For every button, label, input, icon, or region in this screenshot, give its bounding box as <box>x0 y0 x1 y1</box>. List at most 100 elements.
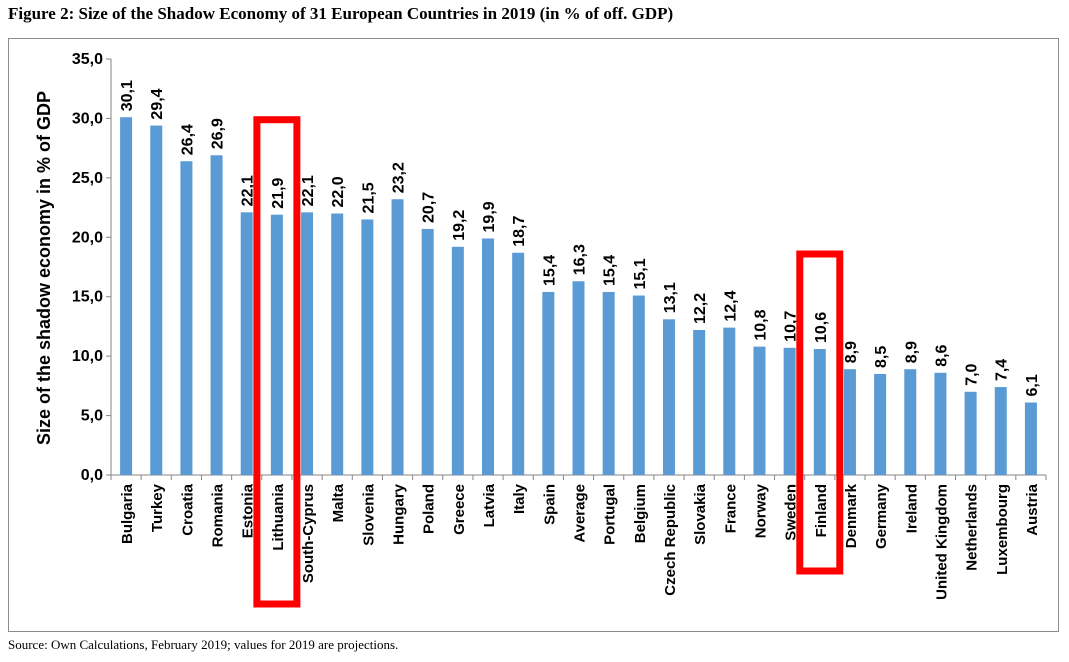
category-label: United Kingdom <box>933 484 950 600</box>
category-label: Hungary <box>391 483 408 545</box>
y-axis-label: Size of the shadow economy in % of GDP <box>34 91 54 445</box>
data-label: 16,3 <box>572 244 589 275</box>
category-label: Spain <box>541 484 558 525</box>
category-label: Romania <box>210 483 227 547</box>
bar <box>572 281 585 475</box>
data-label: 12,2 <box>692 293 709 324</box>
y-tick-label: 25,0 <box>72 170 103 187</box>
category-label: Slovakia <box>692 483 709 545</box>
category-label: Greece <box>451 484 468 535</box>
bar <box>693 329 706 475</box>
category-label: Portugal <box>602 484 619 545</box>
bar <box>602 291 615 475</box>
category-label: Czech Republic <box>662 484 679 596</box>
category-label: Latvia <box>481 483 498 527</box>
category-label: France <box>722 484 739 533</box>
category-label: Italy <box>511 483 528 514</box>
bar <box>421 228 434 475</box>
category-label: Slovenia <box>360 483 377 545</box>
category-label: South-Cyprus <box>300 484 317 583</box>
category-label: Turkey <box>149 483 166 532</box>
category-label: Poland <box>421 484 438 534</box>
data-labels: 30,1 29,4 26,4 26,9 22,1 21,9 22,1 22,0 21,5 23,2… <box>119 80 1041 396</box>
bar <box>301 212 314 475</box>
bar <box>1024 402 1037 475</box>
data-label: 19,2 <box>451 210 468 241</box>
source-note: Source: Own Calculations, February 2019;… <box>8 637 399 652</box>
bar <box>964 391 977 475</box>
data-label: 15,4 <box>602 255 619 286</box>
category-label: Malta <box>330 483 347 522</box>
data-label: 15,1 <box>632 258 649 289</box>
bar <box>934 372 947 475</box>
y-axis-label-group: Size of the shadow economy in % of GDP <box>34 91 54 445</box>
data-label: 30,1 <box>119 80 136 111</box>
highlight-box <box>253 116 301 608</box>
data-label: 21,5 <box>360 182 377 213</box>
bar <box>210 155 223 475</box>
bar <box>632 295 645 475</box>
y-tick-label: 5,0 <box>81 408 103 425</box>
category-label: Lithuania <box>270 483 287 550</box>
data-label: 6,1 <box>1024 374 1041 396</box>
category-label: Sweden <box>783 484 800 541</box>
highlight-boxes <box>253 116 844 608</box>
category-label: Luxembourg <box>994 484 1011 575</box>
category-label: Bulgaria <box>119 483 136 544</box>
data-label: 18,7 <box>511 215 528 246</box>
y-tick-label: 35,0 <box>72 51 103 68</box>
data-label: 7,4 <box>994 359 1011 381</box>
data-label: 21,9 <box>270 177 287 208</box>
data-label: 26,9 <box>210 118 227 149</box>
bar <box>662 319 675 475</box>
bar <box>120 117 133 476</box>
data-label: 29,4 <box>149 88 166 119</box>
category-label: Finland <box>813 484 830 537</box>
data-label: 12,4 <box>722 290 739 321</box>
category-label: Estonia <box>240 483 257 538</box>
highlight-box <box>796 250 844 575</box>
bar <box>270 214 283 475</box>
category-label: Norway <box>752 483 769 538</box>
data-label: 22,1 <box>240 175 257 206</box>
bar <box>813 349 826 475</box>
bar <box>843 369 856 475</box>
y-tick-label: 30,0 <box>72 110 103 127</box>
category-labels: Bulgaria Turkey Croatia Romania Estonia Lithu… <box>119 483 1041 599</box>
data-label: 8,9 <box>903 341 920 363</box>
category-label: Ireland <box>903 484 920 533</box>
figure-title: Figure 2: Size of the Shadow Economy of … <box>8 4 674 23</box>
category-label: Denmark <box>843 483 860 548</box>
bar <box>361 219 374 475</box>
data-label: 10,8 <box>752 309 769 340</box>
bars <box>120 117 1037 476</box>
data-label: 19,9 <box>481 201 498 232</box>
bar <box>150 125 163 475</box>
data-label: 26,4 <box>179 124 196 155</box>
bar <box>240 212 253 475</box>
bar <box>994 387 1007 475</box>
y-tick-label: 10,0 <box>72 348 103 365</box>
data-label: 20,7 <box>421 192 438 223</box>
bar <box>451 246 464 475</box>
data-label: 22,0 <box>330 176 347 207</box>
bar <box>874 373 887 475</box>
bar <box>904 369 917 475</box>
bar <box>512 252 525 475</box>
bar <box>753 346 766 475</box>
category-label: Belgium <box>632 484 649 543</box>
category-label: Croatia <box>179 483 196 535</box>
data-label: 13,1 <box>662 282 679 313</box>
chart-frame <box>8 38 1059 632</box>
data-label: 10,6 <box>813 312 830 343</box>
data-label: 8,5 <box>873 346 890 368</box>
category-label: Average <box>572 484 589 543</box>
bar <box>482 238 495 475</box>
data-label: 15,4 <box>541 255 558 286</box>
category-label: Austria <box>1024 483 1041 535</box>
category-label: Germany <box>873 483 890 549</box>
bar <box>331 213 344 475</box>
data-label: 22,1 <box>300 175 317 206</box>
bar <box>180 161 193 475</box>
